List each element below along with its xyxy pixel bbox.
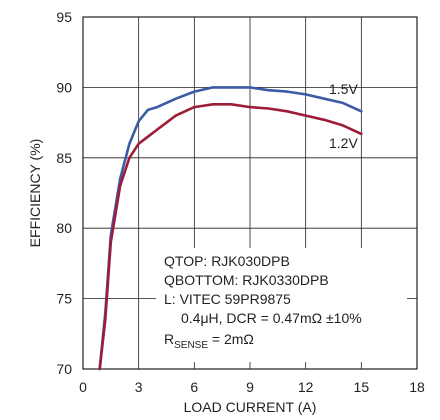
x-tick-label: 18: [409, 379, 425, 395]
y-tick-label: 80: [56, 220, 72, 236]
x-tick-label: 9: [246, 379, 254, 395]
rsense-value: = 2mΩ: [208, 331, 254, 347]
x-tick-label: 12: [298, 379, 314, 395]
series-lines: [98, 86, 363, 371]
y-tick-label: 75: [56, 291, 72, 307]
series-label-1.5v: 1.5V: [329, 81, 358, 97]
plot-frame: [82, 16, 418, 370]
y-tick-labels: 70 75 80 85 90 95: [56, 9, 72, 377]
annotation-box: QTOP: RJK030DPB QBOTTOM: RJK0330DPB L: V…: [156, 248, 407, 362]
series-line-1.5v: [98, 86, 363, 371]
x-axis-title: LOAD CURRENT (A): [184, 399, 317, 415]
x-tick-labels: 0 3 6 9 12 15 18: [79, 379, 425, 395]
x-tick-label: 15: [354, 379, 370, 395]
y-tick-label: 95: [56, 9, 72, 25]
annotation-qbottom: QBOTTOM: RJK0330DPB: [164, 272, 329, 288]
rsense-r: R: [164, 331, 174, 347]
annotation-inductor-detail: 0.4μH, DCR = 0.47mΩ ±10%: [181, 310, 362, 326]
annotation-inductor: L: VITEC 59PR9875: [164, 291, 291, 307]
x-tick-label: 6: [190, 379, 198, 395]
series-label-1.2v: 1.2V: [329, 135, 358, 151]
y-tick-label: 90: [56, 79, 72, 95]
annotation-rsense: RSENSE = 2mΩ: [164, 331, 254, 351]
annotation-qtop: QTOP: RJK030DPB: [164, 253, 290, 269]
x-tick-label: 0: [79, 379, 87, 395]
y-tick-label: 85: [56, 150, 72, 166]
series-line-1.2v: [98, 103, 363, 371]
rsense-subscript: SENSE: [174, 340, 208, 351]
y-tick-label: 70: [56, 361, 72, 377]
y-axis-title: EFFICIENCY (%): [27, 139, 43, 248]
x-tick-label: 3: [135, 379, 143, 395]
